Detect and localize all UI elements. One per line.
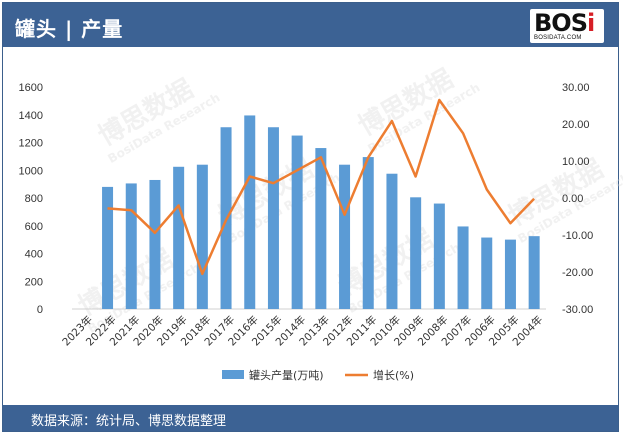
bar-production — [173, 166, 185, 309]
bar-production — [433, 203, 445, 309]
bar-production — [504, 239, 516, 309]
bar-production — [315, 148, 327, 309]
y-left-tick-label: 400 — [25, 249, 43, 261]
brand-logo: BOSi BOSIDATA.COM — [530, 9, 604, 43]
footer-bar: 数据来源：统计局、博思数据整理 — [3, 405, 618, 431]
y-right-tick-label: -10.00 — [562, 230, 593, 242]
y-left-tick-label: 0 — [37, 304, 43, 316]
brand-logo-mark: BOSi — [534, 9, 595, 37]
bar-production — [125, 183, 137, 309]
bar-production — [457, 226, 469, 309]
bar-production — [410, 197, 422, 309]
y-left-tick-label: 1400 — [19, 110, 43, 122]
bar-production — [339, 164, 351, 309]
bar-production — [244, 115, 256, 309]
bar-production — [481, 237, 493, 309]
y-right-tick-label: 30.00 — [562, 82, 590, 94]
bar-production — [102, 186, 114, 309]
bar-production — [291, 135, 303, 309]
bar-production — [149, 179, 161, 309]
bar-production — [196, 164, 208, 309]
bar-production — [267, 127, 279, 309]
page-title: 罐头 | 产量 — [15, 17, 124, 41]
y-right-tick-label: 10.00 — [562, 156, 590, 168]
y-right-tick-label: -30.00 — [562, 304, 593, 316]
y-right-tick-label: -20.00 — [562, 267, 593, 279]
legend-line-label: 增长(%) — [373, 368, 414, 382]
y-left-tick-label: 200 — [25, 276, 43, 288]
y-right-tick-label: 20.00 — [562, 119, 590, 131]
line-growth — [107, 98, 535, 276]
bar-production — [386, 173, 398, 309]
legend-bar-swatch — [222, 370, 244, 379]
legend-bar-label: 罐头产量(万吨) — [249, 368, 324, 382]
bar-production — [528, 236, 540, 309]
y-left-tick-label: 800 — [25, 193, 43, 205]
bar-production — [362, 157, 374, 309]
brand-logo-url: BOSIDATA.COM — [534, 35, 582, 41]
y-left-tick-label: 1000 — [19, 165, 43, 177]
y-left-tick-label: 1600 — [19, 82, 43, 94]
y-left-tick-label: 600 — [25, 221, 43, 233]
data-source-text: 数据来源：统计局、博思数据整理 — [31, 414, 227, 429]
y-right-tick-label: 0.00 — [562, 193, 583, 205]
header-bar: 罐头 | 产量 BOSi BOSIDATA.COM — [3, 3, 618, 47]
y-left-tick-label: 1200 — [19, 138, 43, 150]
